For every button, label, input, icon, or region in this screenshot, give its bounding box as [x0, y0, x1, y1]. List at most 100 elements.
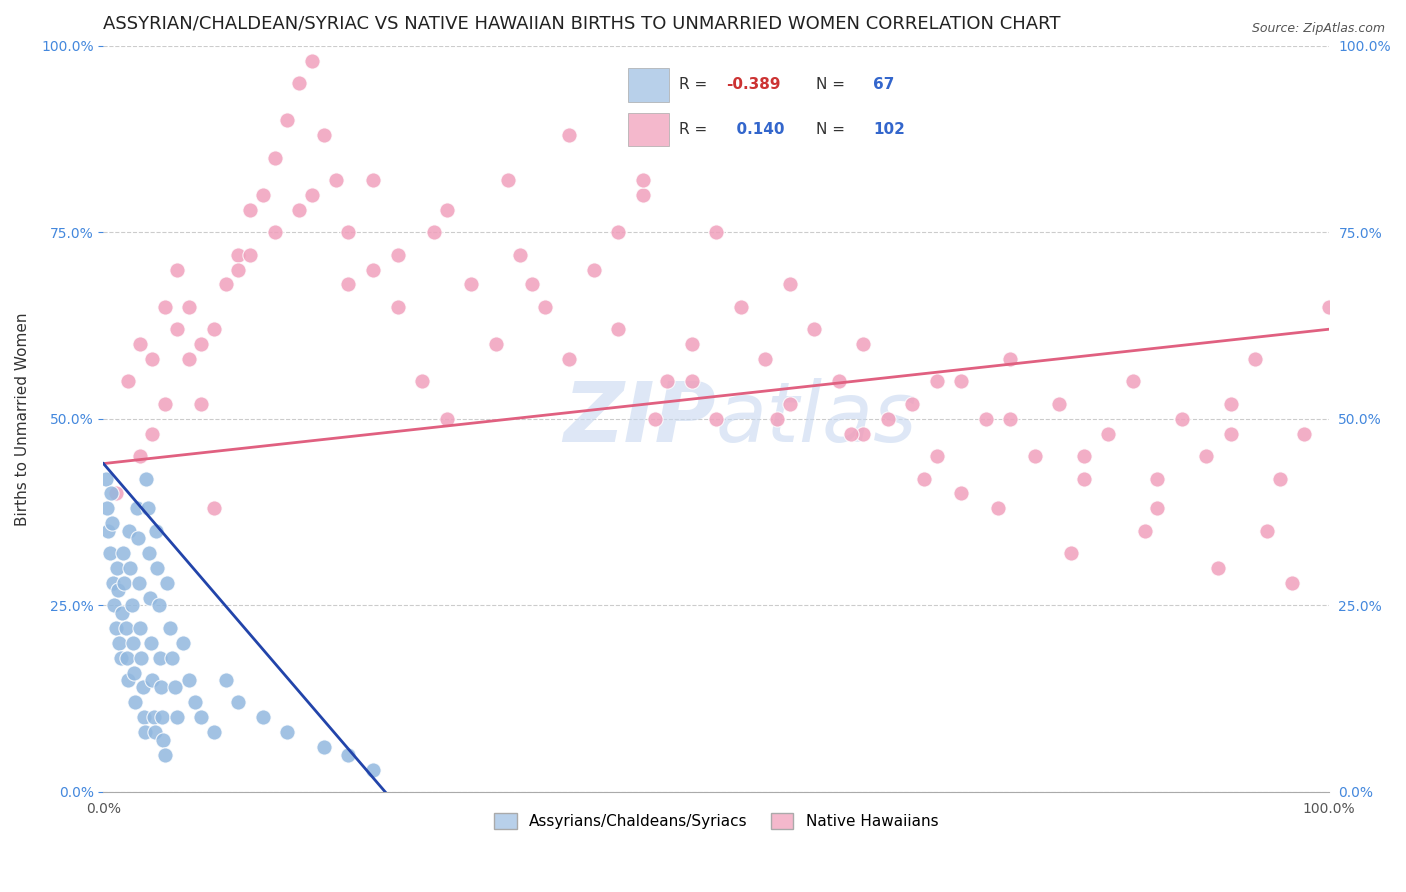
Point [998, 352, 1021, 367]
Point [129, 621, 152, 635]
Point [1219, 397, 1241, 411]
Point [103, 576, 125, 591]
Point [852, 426, 875, 441]
Point [264, 151, 287, 165]
Legend: Assyrians/Chaldeans/Syriacs, Native Hawaiians: Assyrians/Chaldeans/Syriacs, Native Hawa… [486, 805, 946, 837]
Point [159, 621, 181, 635]
Point [803, 322, 825, 336]
Point [153, 300, 176, 314]
Point [436, 202, 458, 217]
Point [1219, 426, 1241, 441]
Point [202, 501, 225, 516]
Point [135, 471, 157, 485]
Point [288, 76, 311, 90]
Point [1073, 449, 1095, 463]
Point [202, 725, 225, 739]
Point [276, 725, 298, 739]
Point [337, 277, 360, 292]
Point [558, 128, 581, 143]
Point [148, 599, 170, 613]
Point [153, 397, 176, 411]
Point [312, 740, 335, 755]
Point [1256, 524, 1278, 538]
Point [582, 262, 605, 277]
Point [411, 375, 433, 389]
Point [704, 225, 727, 239]
Point [1122, 375, 1144, 389]
Point [631, 188, 654, 202]
Point [190, 397, 212, 411]
Point [132, 710, 155, 724]
Point [152, 732, 174, 747]
Point [436, 412, 458, 426]
Point [1047, 397, 1070, 411]
Point [252, 188, 274, 202]
Point [239, 202, 262, 217]
Point [105, 561, 128, 575]
Point [121, 599, 143, 613]
Point [998, 412, 1021, 426]
Point [1268, 471, 1291, 485]
Point [118, 524, 141, 538]
Point [115, 650, 138, 665]
Point [974, 412, 997, 426]
Point [987, 501, 1010, 516]
Point [226, 247, 249, 261]
Point [852, 337, 875, 351]
Point [125, 501, 148, 516]
Point [239, 247, 262, 261]
Point [361, 262, 384, 277]
Point [1060, 546, 1083, 560]
Point [134, 725, 156, 739]
Point [1244, 352, 1267, 367]
Point [876, 412, 898, 426]
Point [226, 262, 249, 277]
Point [925, 449, 948, 463]
Point [179, 673, 201, 687]
Point [361, 763, 384, 777]
Point [839, 426, 862, 441]
Y-axis label: Births to Unmarried Women: Births to Unmarried Women [15, 312, 30, 525]
Point [160, 650, 183, 665]
Text: Source: ZipAtlas.com: Source: ZipAtlas.com [1251, 22, 1385, 36]
Text: ASSYRIAN/CHALDEAN/SYRIAC VS NATIVE HAWAIIAN BIRTHS TO UNMARRIED WOMEN CORRELATIO: ASSYRIAN/CHALDEAN/SYRIAC VS NATIVE HAWAI… [104, 15, 1062, 33]
Point [779, 397, 801, 411]
Point [104, 486, 127, 500]
Point [150, 710, 173, 724]
Point [387, 247, 409, 261]
Point [149, 650, 172, 665]
Point [423, 225, 446, 239]
Point [1195, 449, 1218, 463]
Point [107, 583, 129, 598]
Point [1281, 576, 1303, 591]
Point [141, 636, 163, 650]
Point [146, 561, 169, 575]
Point [1170, 412, 1192, 426]
Point [129, 337, 152, 351]
Point [215, 277, 238, 292]
Point [166, 262, 188, 277]
Point [681, 337, 703, 351]
Point [131, 650, 153, 665]
Point [1024, 449, 1046, 463]
Point [94, 471, 117, 485]
Point [131, 681, 153, 695]
Point [704, 412, 727, 426]
Point [912, 471, 935, 485]
Point [129, 449, 152, 463]
Point [1208, 561, 1230, 575]
Point [766, 412, 789, 426]
Point [139, 591, 162, 605]
Point [754, 352, 776, 367]
Point [827, 375, 849, 389]
Text: atlas: atlas [716, 378, 918, 459]
Point [141, 352, 163, 367]
Point [264, 225, 287, 239]
Point [163, 681, 186, 695]
Point [202, 322, 225, 336]
Point [124, 695, 146, 709]
Point [101, 516, 124, 531]
Point [730, 300, 752, 314]
Text: ZIP: ZIP [564, 378, 716, 459]
Point [496, 173, 519, 187]
